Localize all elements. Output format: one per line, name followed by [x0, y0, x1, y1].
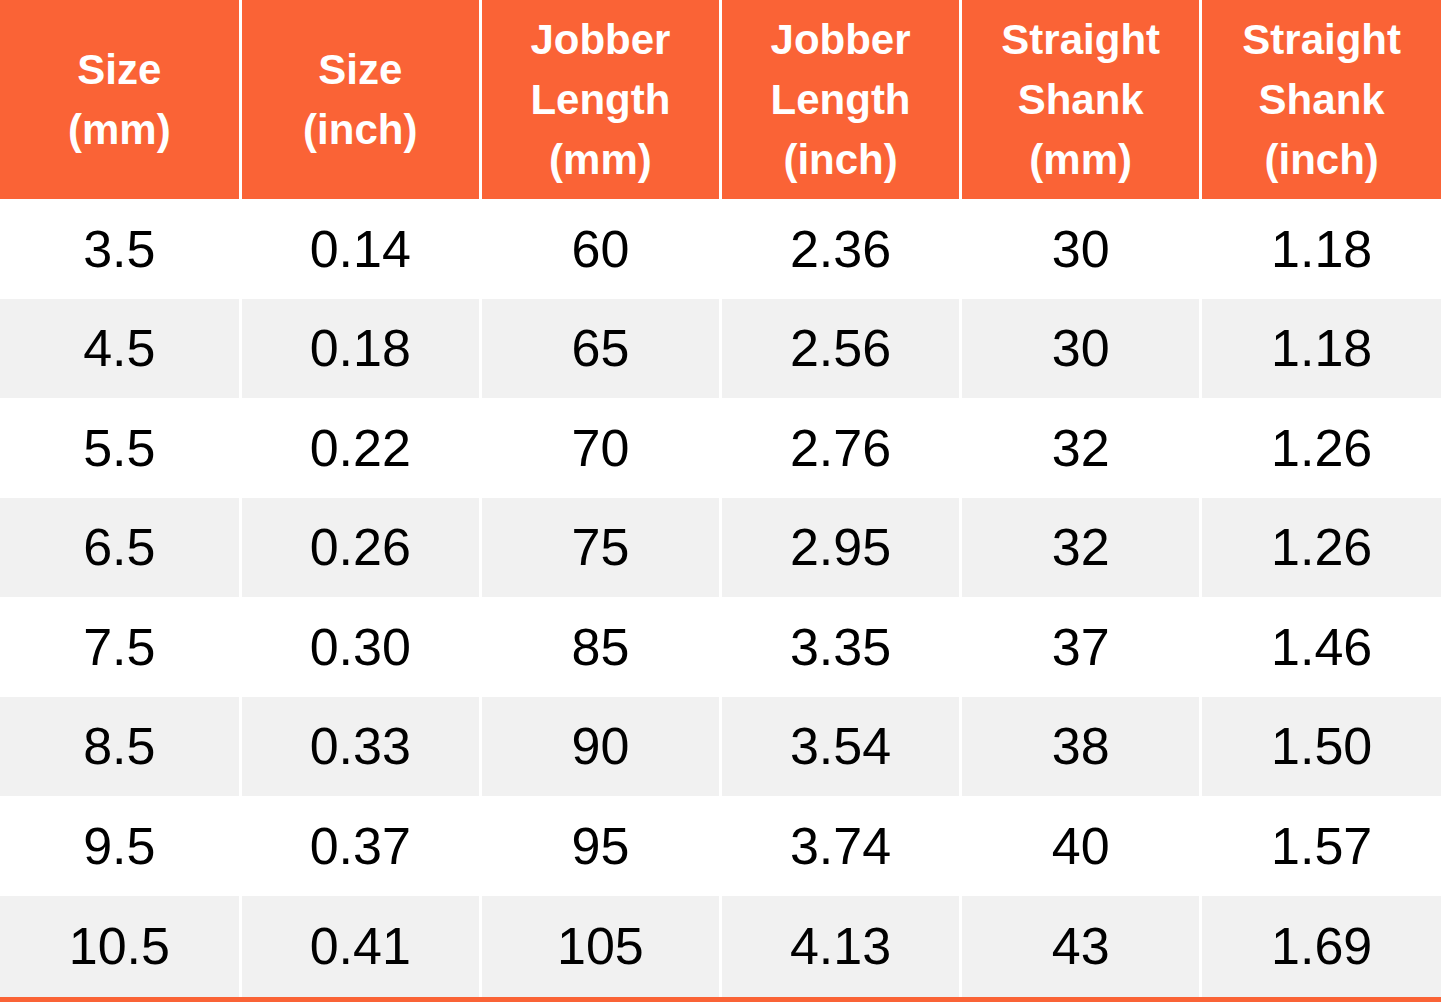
table-cell: 0.26	[240, 498, 480, 598]
table-row: 5.50.22702.76321.26	[0, 398, 1441, 498]
table-cell: 3.35	[720, 597, 960, 697]
table-cell: 7.5	[0, 597, 240, 697]
header-jobber-length-mm: Jobber Length (mm)	[480, 0, 720, 199]
table-cell: 30	[961, 299, 1201, 399]
table-cell: 40	[961, 796, 1201, 896]
table-row: 8.50.33903.54381.50	[0, 697, 1441, 797]
table-cell: 38	[961, 697, 1201, 797]
table-cell: 2.76	[720, 398, 960, 498]
table-cell: 43	[961, 896, 1201, 1000]
table-cell: 60	[480, 199, 720, 299]
drill-bit-size-table: Size (mm) Size (inch) Jobber Length (mm)…	[0, 0, 1441, 1002]
table-cell: 1.18	[1201, 199, 1441, 299]
table-row: 10.50.411054.13431.69	[0, 896, 1441, 1000]
size-conversion-table: Size (mm) Size (inch) Jobber Length (mm)…	[0, 0, 1441, 1002]
table-cell: 95	[480, 796, 720, 896]
table-header-row: Size (mm) Size (inch) Jobber Length (mm)…	[0, 0, 1441, 199]
table-cell: 105	[480, 896, 720, 1000]
table-cell: 0.14	[240, 199, 480, 299]
table-cell: 8.5	[0, 697, 240, 797]
table-cell: 37	[961, 597, 1201, 697]
table-row: 3.50.14602.36301.18	[0, 199, 1441, 299]
table-cell: 32	[961, 498, 1201, 598]
table-cell: 0.41	[240, 896, 480, 1000]
table-cell: 6.5	[0, 498, 240, 598]
table-row: 6.50.26752.95321.26	[0, 498, 1441, 598]
header-jobber-length-inch: Jobber Length (inch)	[720, 0, 960, 199]
table-cell: 3.54	[720, 697, 960, 797]
table-row: 7.50.30853.35371.46	[0, 597, 1441, 697]
table-body: 3.50.14602.36301.184.50.18652.56301.185.…	[0, 199, 1441, 1000]
table-cell: 65	[480, 299, 720, 399]
table-cell: 2.36	[720, 199, 960, 299]
table-cell: 0.33	[240, 697, 480, 797]
table-cell: 32	[961, 398, 1201, 498]
table-cell: 1.50	[1201, 697, 1441, 797]
table-cell: 0.18	[240, 299, 480, 399]
table-cell: 85	[480, 597, 720, 697]
table-cell: 10.5	[0, 896, 240, 1000]
table-cell: 0.30	[240, 597, 480, 697]
header-size-mm: Size (mm)	[0, 0, 240, 199]
table-header: Size (mm) Size (inch) Jobber Length (mm)…	[0, 0, 1441, 199]
table-row: 9.50.37953.74401.57	[0, 796, 1441, 896]
table-cell: 1.26	[1201, 398, 1441, 498]
table-cell: 0.37	[240, 796, 480, 896]
table-row: 4.50.18652.56301.18	[0, 299, 1441, 399]
table-cell: 9.5	[0, 796, 240, 896]
table-cell: 2.95	[720, 498, 960, 598]
table-cell: 4.13	[720, 896, 960, 1000]
table-cell: 70	[480, 398, 720, 498]
table-cell: 5.5	[0, 398, 240, 498]
table-cell: 90	[480, 697, 720, 797]
header-straight-shank-mm: Straight Shank (mm)	[961, 0, 1201, 199]
table-cell: 30	[961, 199, 1201, 299]
table-cell: 3.5	[0, 199, 240, 299]
table-cell: 4.5	[0, 299, 240, 399]
table-cell: 1.18	[1201, 299, 1441, 399]
table-cell: 0.22	[240, 398, 480, 498]
table-cell: 2.56	[720, 299, 960, 399]
table-cell: 1.26	[1201, 498, 1441, 598]
table-cell: 3.74	[720, 796, 960, 896]
header-straight-shank-inch: Straight Shank (inch)	[1201, 0, 1441, 199]
table-cell: 1.69	[1201, 896, 1441, 1000]
table-cell: 1.46	[1201, 597, 1441, 697]
header-size-inch: Size (inch)	[240, 0, 480, 199]
table-cell: 1.57	[1201, 796, 1441, 896]
table-cell: 75	[480, 498, 720, 598]
